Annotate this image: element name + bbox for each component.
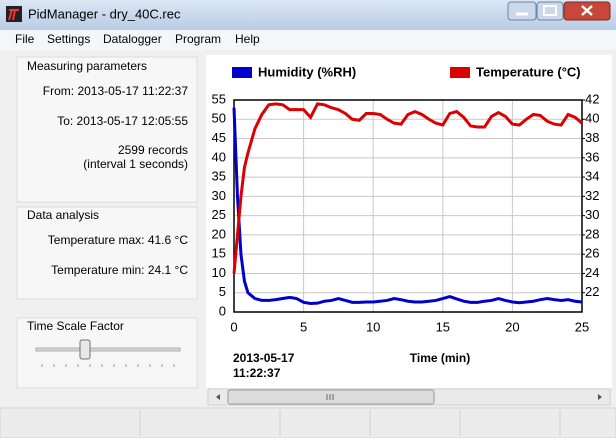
legend-label: Humidity (%RH) — [258, 64, 356, 79]
x-tick-label: 0 — [230, 319, 237, 334]
x-axis-label: Time (min) — [410, 351, 470, 365]
scroll-thumb[interactable] — [227, 389, 435, 405]
menu-item[interactable]: Datalogger — [103, 32, 162, 46]
temp-max: Temperature max: 41.6 °C — [48, 233, 189, 247]
analysis-panel — [16, 206, 198, 300]
y2-tick-label: 24 — [585, 265, 599, 280]
x-tick-label: 25 — [575, 319, 589, 334]
start-time-label: 11:22:37 — [233, 366, 281, 380]
x-tick-label: 10 — [366, 319, 380, 334]
y-tick-label: 55 — [212, 91, 226, 106]
slider-thumb[interactable] — [79, 339, 91, 360]
window-title: PidManager - dry_40C.rec — [28, 6, 181, 21]
slider-track — [35, 347, 181, 352]
y-tick-label: 50 — [212, 111, 226, 126]
legend-swatch — [450, 67, 470, 78]
menu-item[interactable]: Settings — [47, 32, 90, 46]
panel-heading: Data analysis — [27, 208, 99, 222]
y-tick-label: 0 — [219, 303, 226, 318]
legend-swatch — [232, 67, 252, 78]
to-text: To: 2013-05-17 12:05:55 — [57, 114, 188, 128]
x-tick-label: 20 — [505, 319, 519, 334]
series-line — [232, 102, 583, 274]
time-scale-panel — [16, 317, 198, 389]
y-tick-label: 35 — [212, 169, 226, 184]
y2-tick-label: 42 — [585, 91, 599, 106]
y2-tick-label: 22 — [585, 284, 599, 299]
y-tick-label: 40 — [212, 149, 226, 164]
measuring-panel — [16, 56, 198, 203]
menu-item[interactable]: File — [15, 32, 35, 46]
maximize-button[interactable] — [536, 1, 564, 21]
records-text: 2599 records — [118, 143, 188, 157]
plot-frame — [233, 99, 583, 313]
start-time-label: 2013-05-17 — [233, 351, 295, 365]
minimize-button[interactable] — [507, 1, 537, 21]
y-tick-label: 25 — [212, 207, 226, 222]
from-text: From: 2013-05-17 11:22:37 — [43, 84, 189, 98]
panel-heading: Measuring parameters — [27, 59, 147, 73]
y-tick-label: 15 — [212, 246, 226, 261]
y2-tick-label: 40 — [585, 111, 599, 126]
series-line — [232, 107, 583, 306]
y-tick-label: 45 — [212, 130, 226, 145]
panel-heading: Time Scale Factor — [27, 319, 124, 333]
y2-tick-label: 28 — [585, 226, 599, 241]
y-tick-label: 20 — [212, 226, 226, 241]
y-tick-label: 10 — [212, 265, 226, 280]
x-tick-label: 5 — [300, 319, 307, 334]
y2-tick-label: 38 — [585, 130, 599, 145]
x-tick-label: 15 — [436, 319, 450, 334]
temp-min: Temperature min: 24.1 °C — [51, 263, 188, 277]
status-bar — [0, 407, 616, 439]
y-tick-label: 30 — [212, 188, 226, 203]
y2-tick-label: 30 — [585, 207, 599, 222]
y2-tick-label: 32 — [585, 188, 599, 203]
chart-area — [206, 55, 612, 388]
legend-label: Temperature (°C) — [476, 64, 581, 79]
y2-tick-label: 26 — [585, 246, 599, 261]
menu-bar — [0, 30, 616, 50]
y2-tick-label: 34 — [585, 169, 599, 184]
y2-tick-label: 36 — [585, 149, 599, 164]
y-tick-label: 5 — [219, 284, 226, 299]
icon-glyph — [8, 9, 19, 21]
menu-item[interactable]: Program — [175, 32, 221, 46]
menu-item[interactable]: Help — [235, 32, 260, 46]
interval-text: (interval 1 seconds) — [83, 157, 188, 171]
